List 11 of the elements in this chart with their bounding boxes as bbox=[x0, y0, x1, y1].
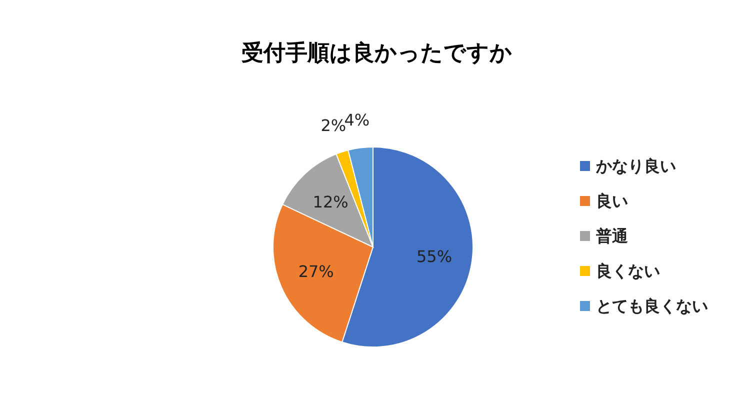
data-label: 12% bbox=[312, 192, 348, 212]
legend-label: 良くない bbox=[596, 262, 660, 280]
data-label: 2% bbox=[320, 116, 346, 135]
legend-label: かなり良い bbox=[595, 156, 676, 176]
chart-title: 受付手順は良かったですか bbox=[242, 40, 512, 66]
data-label: 4% bbox=[344, 110, 370, 130]
data-label: 55% bbox=[416, 247, 452, 266]
legend-label: とても良くない bbox=[596, 296, 708, 316]
legend-label: 普通 bbox=[595, 226, 629, 246]
data-label: 27% bbox=[298, 262, 334, 282]
legend-label: 良い bbox=[596, 192, 628, 210]
